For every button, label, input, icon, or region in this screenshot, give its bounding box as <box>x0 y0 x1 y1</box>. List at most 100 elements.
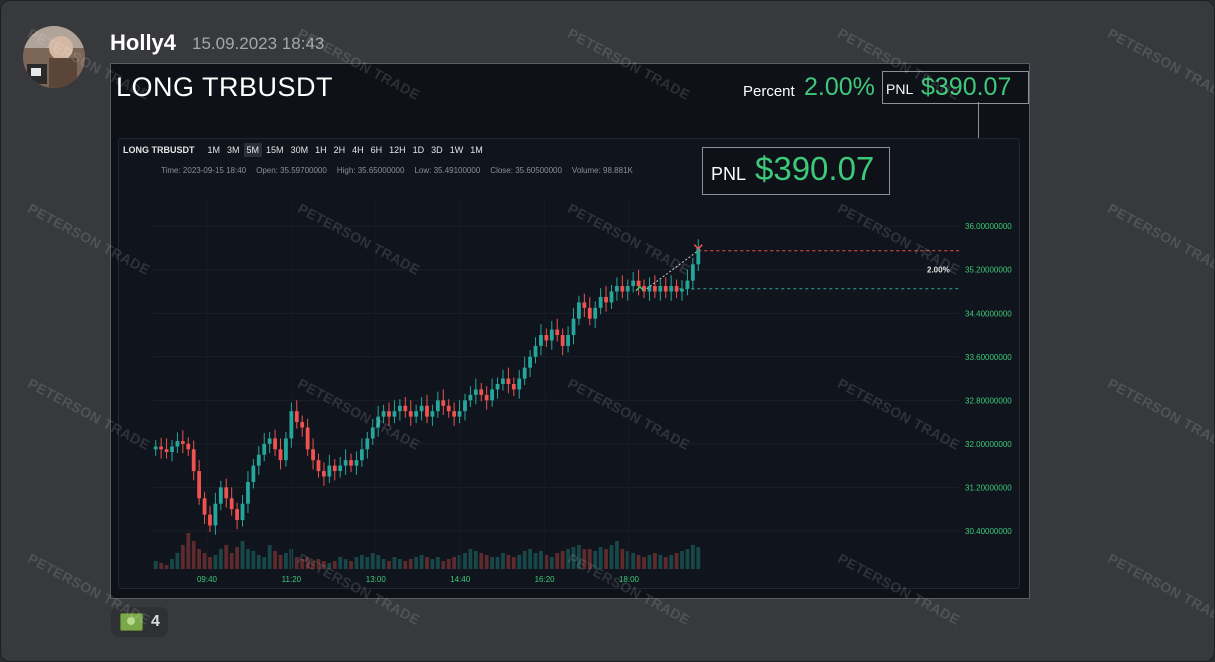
volume-bar <box>669 555 674 569</box>
candle-body <box>300 422 305 428</box>
volume-bar <box>577 545 581 569</box>
candle-body <box>446 405 451 412</box>
ohlc-time: Time: 2023-09-15 18:40 <box>161 166 247 175</box>
timeframe-6h[interactable]: 6H <box>370 145 383 155</box>
candle-body <box>316 460 321 472</box>
timeframe-12h[interactable]: 12H <box>389 145 406 155</box>
volume-bar <box>501 553 505 569</box>
volume-bar <box>359 555 364 569</box>
timeframe-3m[interactable]: 3M <box>227 145 240 155</box>
volume-bar <box>457 555 462 569</box>
candle-body <box>202 498 207 515</box>
candle-body <box>484 394 489 401</box>
candle-body <box>354 460 359 466</box>
candle-body <box>636 280 641 287</box>
ohlc-close: Close: 35.60500000 <box>490 166 562 175</box>
ohlc-high: High: 35.65000000 <box>336 166 405 175</box>
volume-bar <box>354 557 359 569</box>
timeframe-1mo[interactable]: 1M <box>470 145 483 155</box>
timeframe-1h[interactable]: 1H <box>315 145 327 155</box>
candle-body <box>224 487 229 499</box>
timeframe-5m[interactable]: 5M <box>243 143 263 157</box>
candle-body <box>419 405 424 412</box>
candle-body <box>669 286 674 292</box>
candle-body <box>370 427 375 439</box>
candle-body <box>435 400 440 412</box>
x-tick-label: 09:40 <box>197 575 218 584</box>
volume-bar <box>685 549 690 569</box>
candle-body <box>164 449 169 453</box>
volume-bar <box>549 557 554 569</box>
volume-bar <box>408 559 413 569</box>
avatar[interactable] <box>23 26 85 88</box>
candle-body <box>397 405 402 412</box>
candle-body <box>365 438 370 450</box>
volume-bar <box>528 549 533 569</box>
volume-bar <box>425 557 429 569</box>
candle-body <box>392 411 397 417</box>
volume-bar <box>620 549 625 569</box>
watermark: PETERSON TRADE <box>1105 374 1215 454</box>
volume-bar <box>170 559 174 569</box>
candle-body <box>609 291 614 303</box>
pnl-summary-box: PNL $390.07 <box>882 71 1029 104</box>
candle-body <box>587 307 592 319</box>
volume-bar <box>186 533 191 569</box>
timeframe-3d[interactable]: 3D <box>431 145 443 155</box>
candle-body <box>642 286 646 292</box>
x-tick-label: 14:40 <box>450 575 471 584</box>
candle-body <box>229 498 234 510</box>
x-tick-label: 18:00 <box>619 575 640 584</box>
candle-body <box>186 443 191 450</box>
volume-bar <box>517 555 522 569</box>
message-timestamp: 15.09.2023 18:43 <box>192 34 325 53</box>
timeframe-2h[interactable]: 2H <box>333 145 346 155</box>
candle-body <box>522 367 527 379</box>
callout-connector <box>978 102 979 170</box>
volume-bar <box>522 551 527 569</box>
candle-body <box>555 329 560 336</box>
volume-bar <box>246 549 250 569</box>
volume-bar <box>680 551 684 569</box>
volume-bar <box>582 549 587 569</box>
volume-bar <box>273 551 277 569</box>
candle-body <box>495 384 500 390</box>
ohlc-volume: Volume: 98.881K <box>571 166 633 175</box>
timeframe-15m[interactable]: 15M <box>266 145 284 155</box>
candle-body <box>213 503 218 526</box>
volume-bar <box>419 555 424 569</box>
timeframe-1w[interactable]: 1W <box>449 145 464 155</box>
volume-bar <box>598 547 603 569</box>
volume-bar <box>392 557 397 569</box>
candle-body <box>690 264 695 281</box>
volume-bar <box>495 557 500 569</box>
volume-bar <box>256 555 261 569</box>
candle-body <box>463 400 467 412</box>
volume-bar <box>473 551 478 569</box>
candlestick-chart: LONG TRBUSDT 1M 3M 5M 15M 30M 1H 2H 4H 6… <box>118 138 1020 589</box>
candle-body <box>544 335 549 341</box>
percent-value: 2.00% <box>804 73 875 101</box>
timeframe-30m[interactable]: 30M <box>290 145 309 155</box>
money-bill-icon <box>120 613 143 631</box>
reaction-button[interactable]: 4 <box>111 607 168 637</box>
volume-bar <box>305 557 310 569</box>
candle-body <box>278 449 283 461</box>
username[interactable]: Holly4 <box>110 30 177 55</box>
volume-bar <box>153 561 158 569</box>
image-attachment[interactable]: LONG TRBUSDT Percent 2.00% PNL $390.07 L… <box>110 63 1030 599</box>
timeframe-1d[interactable]: 1D <box>412 145 425 155</box>
range-percent-label: 2.00% <box>927 266 950 275</box>
candle-body <box>658 286 663 292</box>
volume-bar <box>696 547 701 569</box>
reaction-count: 4 <box>151 613 160 630</box>
volume-bar <box>571 547 576 569</box>
timeframe-1m[interactable]: 1M <box>207 145 221 155</box>
volume-bar <box>560 551 565 569</box>
volume-bar <box>566 549 570 569</box>
volume-bar <box>213 555 218 569</box>
volume-bar <box>631 553 636 569</box>
candle-body <box>403 405 408 412</box>
timeframe-4h[interactable]: 4H <box>352 145 364 155</box>
volume-bar <box>446 559 451 569</box>
